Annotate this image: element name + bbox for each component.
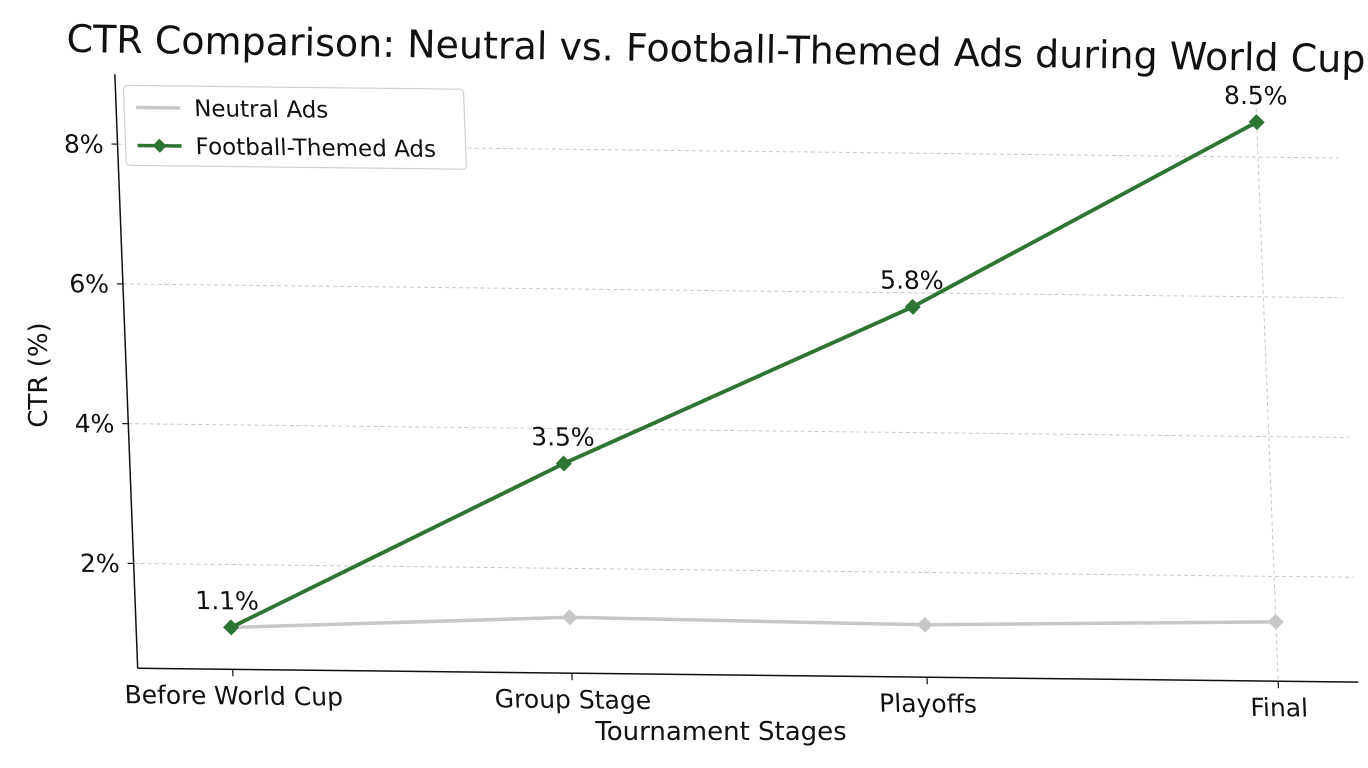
data-point-marker xyxy=(1248,114,1265,131)
series xyxy=(223,114,1284,636)
data-point-marker xyxy=(1267,613,1284,630)
data-label: 8.5% xyxy=(1223,81,1288,111)
legend-label: Football-Themed Ads xyxy=(195,134,436,163)
y-tick-label: 2% xyxy=(79,549,120,578)
legend-item: Football-Themed Ads xyxy=(137,134,436,163)
legend-label: Neutral Ads xyxy=(194,96,329,124)
x-axis-label: Tournament Stages xyxy=(594,717,846,747)
data-point-marker xyxy=(223,619,240,636)
data-point-marker xyxy=(904,298,921,315)
x-tick-label: Group Stage xyxy=(494,684,651,715)
x-gridline xyxy=(1254,87,1279,682)
legend-item: Neutral Ads xyxy=(136,96,329,124)
series-line xyxy=(229,120,1259,630)
y-tick-label: 6% xyxy=(69,269,110,298)
axes xyxy=(114,74,1359,683)
y-axis-line xyxy=(114,74,139,669)
y-tick-label: 8% xyxy=(63,130,104,159)
x-tick-label: Playoffs xyxy=(879,689,978,719)
data-label: 1.1% xyxy=(195,586,260,616)
y-gridline xyxy=(133,562,1355,578)
data-labels: 1.1% 3.5% 5.8% 8.5% xyxy=(195,81,1288,616)
series-football-themed-ads xyxy=(223,114,1265,636)
y-gridline xyxy=(128,423,1349,439)
legend: Neutral Ads Football-Themed Ads xyxy=(122,84,467,170)
data-point-marker xyxy=(561,609,578,626)
series-neutral-ads xyxy=(223,609,1284,636)
x-tick-label: Final xyxy=(1250,693,1309,723)
legend-swatch-marker xyxy=(152,138,167,153)
x-tick-label: Before World Cup xyxy=(124,680,344,711)
x-axis-line xyxy=(137,667,1359,683)
y-axis-label: CTR (%) xyxy=(24,322,54,427)
legend-items: Neutral Ads Football-Themed Ads xyxy=(136,96,436,163)
data-label: 5.8% xyxy=(879,265,944,295)
data-label: 3.5% xyxy=(530,422,595,452)
data-point-marker xyxy=(555,455,572,472)
y-gridline xyxy=(122,283,1344,299)
series-line xyxy=(229,615,1278,630)
chart-title: CTR Comparison: Neutral vs. Football-The… xyxy=(66,17,1366,81)
x-ticks: Before World Cup Group Stage Playoffs Final xyxy=(124,669,1309,723)
y-tick-label: 4% xyxy=(74,409,115,438)
data-point-marker xyxy=(916,616,934,633)
legend-box xyxy=(122,84,467,170)
y-ticks: 2% 4% 6% 8% xyxy=(63,130,134,578)
